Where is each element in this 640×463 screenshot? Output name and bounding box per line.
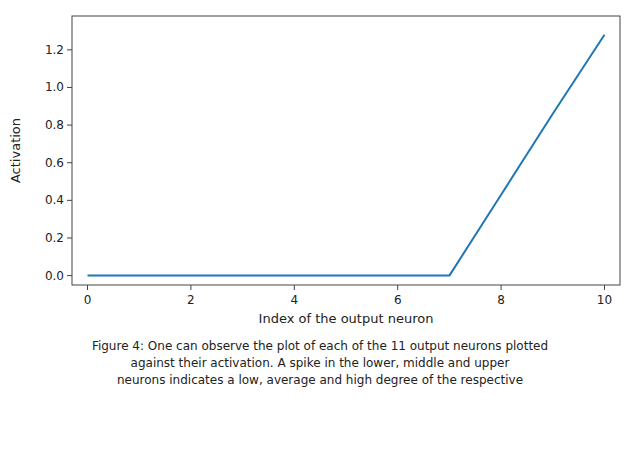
y-tick — [67, 237, 72, 238]
caption-line: Figure 4: One can observe the plot of ea… — [92, 339, 548, 353]
x-tick-label: 2 — [187, 293, 195, 307]
y-tick — [67, 200, 72, 201]
x-tick-label: 10 — [597, 293, 612, 307]
x-tick-label: 4 — [290, 293, 298, 307]
y-tick — [67, 87, 72, 88]
y-axis-label: Activation — [8, 118, 23, 183]
x-tick — [501, 285, 502, 290]
y-tick-label: 1.0 — [45, 80, 64, 94]
plot-area — [88, 35, 605, 276]
y-tick-label: 1.2 — [45, 43, 64, 57]
y-tick-label: 0.6 — [45, 156, 64, 170]
y-tick-label: 0.0 — [45, 269, 64, 283]
x-tick-label: 6 — [394, 293, 402, 307]
y-tick-label: 0.4 — [45, 193, 64, 207]
y-tick-label: 0.2 — [45, 231, 64, 245]
data-line — [88, 35, 605, 276]
caption-line: neurons indicates a low, average and hig… — [117, 373, 523, 387]
y-tick-label: 0.8 — [45, 118, 64, 132]
x-tick — [604, 285, 605, 290]
x-tick — [294, 285, 295, 290]
y-tick — [67, 49, 72, 50]
x-tick-label: 8 — [497, 293, 505, 307]
caption-line: against their activation. A spike in the… — [131, 356, 510, 370]
y-tick — [67, 162, 72, 163]
x-tick-label: 0 — [84, 293, 92, 307]
y-tick — [67, 275, 72, 276]
y-tick — [67, 125, 72, 126]
x-tick — [87, 285, 88, 290]
chart: 0 2 4 6 8 10 0.0 0.2 0.4 0.6 0.8 1.0 1.2 Index of the… — [0, 0, 640, 463]
x-tick — [397, 285, 398, 290]
x-tick — [190, 285, 191, 290]
x-axis-label: Index of the output neuron — [259, 311, 434, 326]
plot-frame — [72, 16, 620, 285]
